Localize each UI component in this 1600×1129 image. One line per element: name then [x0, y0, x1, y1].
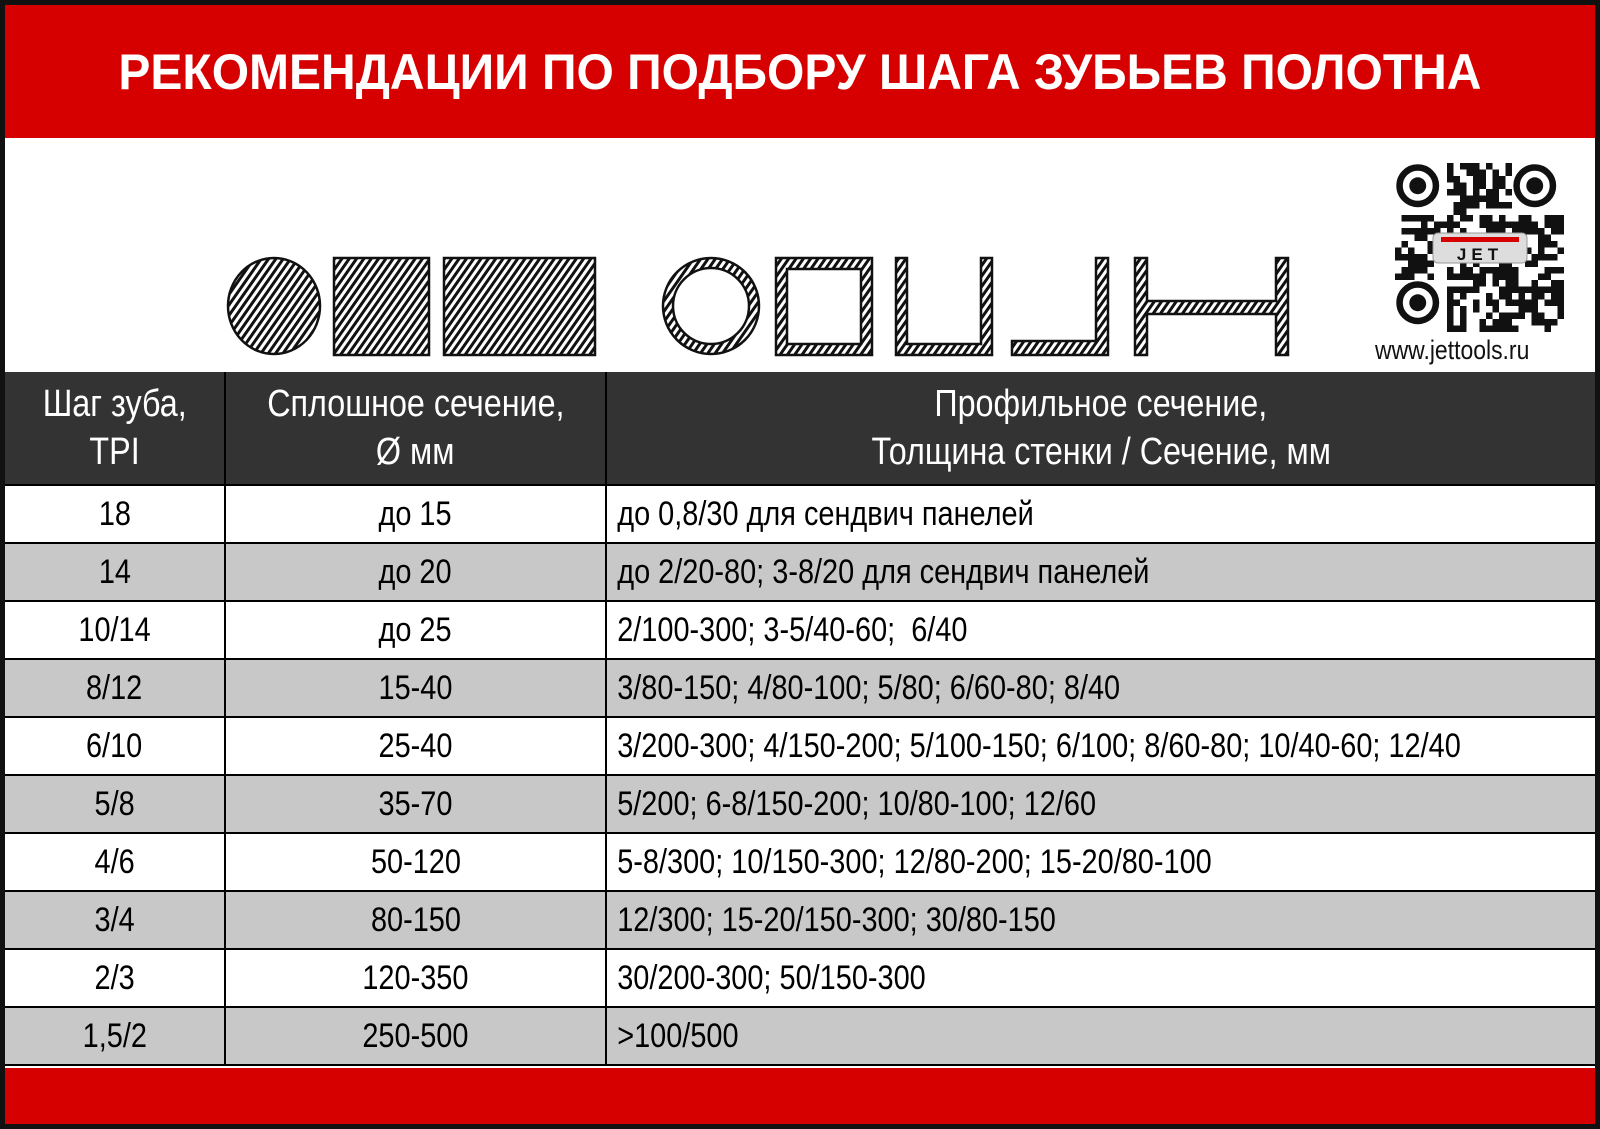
header-tpi: Шаг зуба, TPI: [5, 372, 226, 485]
channel-icon: [894, 256, 994, 357]
cell-profile-spec: 12/300; 15-20/150-300; 30/80-150: [606, 890, 1595, 950]
svg-text:JET: JET: [1457, 245, 1503, 264]
i-beam-icon: [1133, 256, 1290, 357]
solid-square-icon: [332, 256, 431, 357]
table-row: 1,5/2 250-500 >100/500: [5, 1006, 1595, 1066]
table-header: Шаг зуба, TPI Сплошное сечение, Ø мм Профи…: [5, 372, 1595, 485]
round-tube-icon: [661, 256, 761, 356]
cell-tpi: 5/8: [5, 774, 226, 834]
cell-profile-spec: 2/100-300; 3-5/40-60; 6/40: [606, 600, 1595, 660]
header-solid: Сплошное сечение, Ø мм: [225, 372, 607, 485]
cell-profile-spec: 3/80-150; 4/80-100; 5/80; 6/60-80; 8/40: [606, 658, 1595, 718]
cell-tpi: 18: [5, 484, 226, 544]
footer-bar: [5, 1068, 1595, 1124]
cell-profile-spec: 30/200-300; 50/150-300: [606, 948, 1595, 1008]
profile-shapes: [226, 256, 1290, 357]
table-row: 2/3 120-350 30/200-300; 50/150-300: [5, 948, 1595, 1008]
cell-solid-diameter: 120-350: [225, 948, 607, 1008]
cell-solid-diameter: до 20: [225, 542, 607, 602]
page-title: РЕКОМЕНДАЦИИ ПО ПОДБОРУ ШАГА ЗУБЬЕВ ПОЛО…: [118, 43, 1482, 100]
cell-tpi: 10/14: [5, 600, 226, 660]
cell-tpi: 6/10: [5, 716, 226, 776]
table-row: 4/6 50-120 5-8/300; 10/150-300; 12/80-200;…: [5, 832, 1595, 892]
cell-profile-spec: 5/200; 6-8/150-200; 10/80-100; 12/60: [606, 774, 1595, 834]
jet-logo: JET: [1432, 232, 1528, 264]
tpi-table: Шаг зуба, TPI Сплошное сечение, Ø мм Профи…: [5, 372, 1595, 1066]
cell-tpi: 8/12: [5, 658, 226, 718]
cell-profile-spec: 3/200-300; 4/150-200; 5/100-150; 6/100; …: [606, 716, 1595, 776]
cell-tpi: 4/6: [5, 832, 226, 892]
cell-solid-diameter: 35-70: [225, 774, 607, 834]
solid-rectangle-icon: [442, 256, 597, 357]
cell-tpi: 2/3: [5, 948, 226, 1008]
header-profile: Профильное сечение, Толщина стенки / Сече…: [606, 372, 1595, 485]
cell-profile-spec: до 0,8/30 для сендвич панелей: [606, 484, 1595, 544]
table-row: 5/8 35-70 5/200; 6-8/150-200; 10/80-100; 1…: [5, 774, 1595, 834]
table-row: 8/12 15-40 3/80-150; 4/80-100; 5/80; 6/60-…: [5, 658, 1595, 718]
cell-profile-spec: >100/500: [606, 1006, 1595, 1066]
cell-solid-diameter: 25-40: [225, 716, 607, 776]
square-tube-icon: [774, 256, 874, 357]
website-link[interactable]: www.jettools.ru: [1375, 335, 1530, 365]
cell-tpi: 14: [5, 542, 226, 602]
poster: РЕКОМЕНДАЦИИ ПО ПОДБОРУ ШАГА ЗУБЬЕВ ПОЛО…: [5, 5, 1595, 1124]
cell-solid-diameter: 15-40: [225, 658, 607, 718]
table-row: 3/4 80-150 12/300; 15-20/150-300; 30/80-15…: [5, 890, 1595, 950]
cell-solid-diameter: 80-150: [225, 890, 607, 950]
cell-tpi: 3/4: [5, 890, 226, 950]
cell-profile-spec: до 2/20-80; 3-8/20 для сендвич панелей: [606, 542, 1595, 602]
cell-solid-diameter: 50-120: [225, 832, 607, 892]
angle-icon: [1010, 256, 1110, 357]
cell-tpi: 1,5/2: [5, 1006, 226, 1066]
cell-solid-diameter: до 25: [225, 600, 607, 660]
table-row: 6/10 25-40 3/200-300; 4/150-200; 5/100-150…: [5, 716, 1595, 776]
title-bar: РЕКОМЕНДАЦИИ ПО ПОДБОРУ ШАГА ЗУБЬЕВ ПОЛО…: [5, 5, 1595, 138]
cell-profile-spec: 5-8/300; 10/150-300; 12/80-200; 15-20/80…: [606, 832, 1595, 892]
table-row: 14 до 20 до 2/20-80; 3-8/20 для сендвич па…: [5, 542, 1595, 602]
table-row: 18 до 15 до 0,8/30 для сендвич панелей: [5, 484, 1595, 544]
table-row: 10/14 до 25 2/100-300; 3-5/40-60; 6/40: [5, 600, 1595, 660]
solid-round-icon: [226, 256, 322, 356]
cell-solid-diameter: 250-500: [225, 1006, 607, 1066]
qr-code: JET: [1395, 163, 1564, 332]
cell-solid-diameter: до 15: [225, 484, 607, 544]
